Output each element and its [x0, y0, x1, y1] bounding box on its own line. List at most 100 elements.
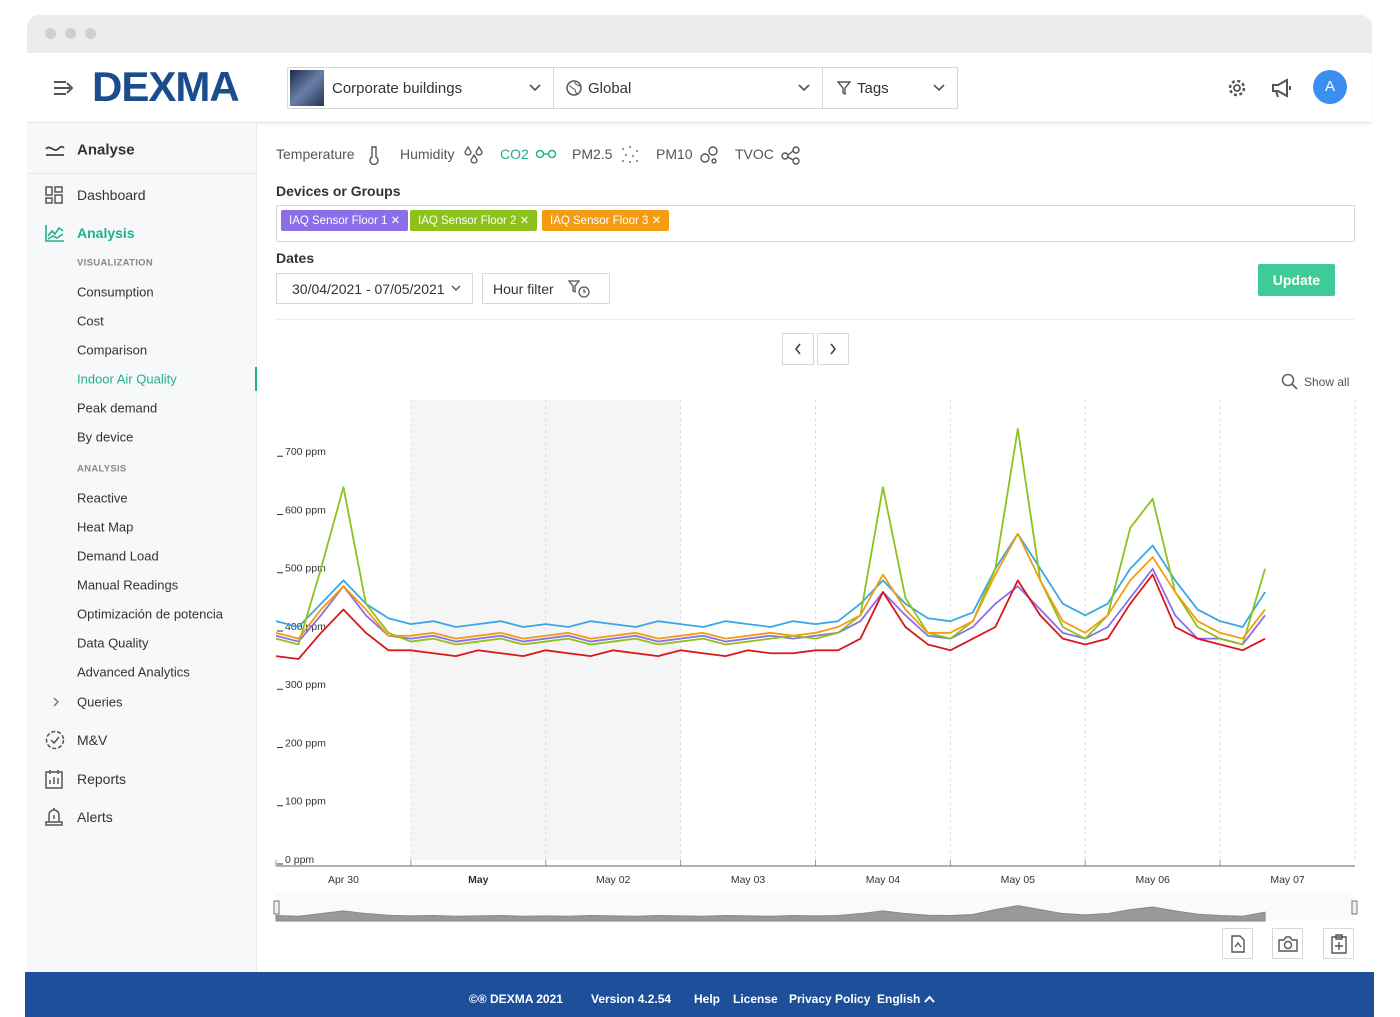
device-chip[interactable]: IAQ Sensor Floor 1 ✕ — [281, 210, 409, 231]
footer-link[interactable]: Privacy Policy — [789, 992, 871, 1006]
sidebar: Analyse Dashboard Analysis VISUALIZATION… — [27, 123, 257, 972]
tags: Tags — [857, 79, 889, 97]
nav-subitem[interactable]: Queries — [77, 694, 123, 710]
nav-subitem[interactable]: By device — [77, 429, 134, 445]
building-select[interactable]: Corporate buildings — [287, 67, 554, 109]
window-dot — [65, 28, 76, 39]
x-tick-label: May 02 — [596, 874, 631, 886]
nav-subitem[interactable]: Data Quality — [77, 635, 149, 651]
device-chip[interactable]: IAQ Sensor Floor 3 ✕ — [542, 210, 670, 231]
series-line — [275, 428, 1266, 646]
logo[interactable]: DEXMA — [92, 63, 240, 110]
x-tick-label: Apr 30 — [328, 874, 359, 886]
browser-bar — [27, 15, 1372, 53]
y-tick-label: 100 ppm — [285, 796, 326, 808]
hour-filter[interactable]: Hour filter — [482, 273, 610, 304]
show-all[interactable]: Show all — [1304, 375, 1350, 389]
scope-select[interactable]: Global — [553, 67, 823, 109]
export-pdf[interactable] — [1222, 928, 1253, 959]
nav-subitem[interactable]: Demand Load — [77, 548, 159, 564]
nav-subitem[interactable]: Heat Map — [77, 519, 134, 535]
series-line — [275, 567, 1266, 646]
y-tick-label: 0 ppm — [285, 854, 314, 866]
series-line — [275, 532, 1266, 628]
metric-tab[interactable]: PM2.5 — [572, 146, 613, 162]
y-tick-label: 300 ppm — [285, 679, 326, 691]
x-tick-label: May — [468, 874, 489, 886]
navigator-area — [275, 905, 1266, 922]
avatar[interactable]: A — [1313, 70, 1347, 104]
device-chip[interactable]: IAQ Sensor Floor 2 ✕ — [410, 210, 538, 231]
nav-heading: VISUALIZATION — [77, 257, 154, 269]
zoom-icon — [1281, 373, 1298, 390]
x-tick-label: May 06 — [1135, 874, 1170, 886]
nav-subitem[interactable]: Reactive — [77, 490, 128, 506]
y-tick-label: 400 ppm — [285, 621, 326, 633]
header: DEXMA Corporate buildings Global Tags A — [27, 53, 1372, 123]
nav-subitem[interactable]: Advanced Analytics — [77, 664, 190, 680]
footer-link[interactable]: Help — [694, 992, 721, 1006]
update-button[interactable]: Update — [1258, 264, 1335, 296]
nav-subitem[interactable]: Optimización de potencia — [77, 606, 223, 622]
nav-subitem[interactable]: Peak demand — [77, 400, 158, 416]
nav-item[interactable]: M&V — [77, 732, 108, 748]
prev-button[interactable] — [782, 333, 814, 365]
metric-tab-active[interactable]: CO2 — [500, 146, 529, 162]
nav-item[interactable]: Alerts — [77, 809, 113, 825]
next-button[interactable] — [817, 333, 849, 365]
metric-tab[interactable]: Temperature — [276, 146, 355, 162]
x-tick-label: May 07 — [1270, 874, 1305, 886]
version: Version 4.2.54 — [591, 992, 672, 1006]
nav-subitem-active[interactable]: Indoor Air Quality — [77, 371, 177, 387]
x-tick-label: May 04 — [866, 874, 901, 886]
reports-icon — [45, 770, 63, 789]
announce-icon[interactable] — [1271, 78, 1295, 98]
devices-input[interactable] — [276, 205, 1355, 242]
y-tick-label: 500 ppm — [285, 563, 326, 575]
window-dot — [45, 28, 56, 39]
nav-item[interactable]: Dashboard — [77, 187, 146, 203]
mv-icon — [45, 730, 65, 750]
chart: Apr 30 May May 02 May 03 May 04 May 05 May 06 M… — [273, 400, 1358, 922]
navigator-handle — [1351, 900, 1358, 915]
series-line — [275, 532, 1266, 640]
copyright: ©® DEXMA 2021 — [469, 992, 563, 1006]
nav-section[interactable]: Analyse — [77, 141, 135, 159]
settings-icon[interactable] — [1226, 77, 1248, 99]
nav-subitem[interactable]: Comparison — [77, 342, 148, 358]
analyse-icon — [45, 145, 65, 156]
series-line — [275, 573, 1266, 660]
screenshot[interactable] — [1272, 928, 1303, 959]
y-tick-label: 600 ppm — [285, 504, 326, 516]
analysis-icon — [45, 225, 64, 242]
dashboard-icon — [45, 186, 63, 204]
nav-subitem[interactable]: Manual Readings — [77, 577, 179, 593]
x-tick-label: May 05 — [1001, 874, 1036, 886]
clipboard[interactable] — [1323, 928, 1354, 959]
nav-subitem[interactable]: Consumption — [77, 284, 154, 300]
y-tick-label: 700 ppm — [285, 446, 326, 458]
nav-subitem[interactable]: Cost — [77, 313, 104, 329]
metric-tab[interactable]: Humidity — [400, 146, 455, 162]
dates-label: Dates — [276, 250, 315, 266]
nav-heading: ANALYSIS — [77, 463, 127, 475]
scope: Global — [588, 79, 632, 97]
footer: ©® DEXMA 2021 Version 4.2.54 Help Licens… — [25, 972, 1374, 1017]
tags-select[interactable]: Tags — [822, 67, 958, 109]
navigator-handle — [273, 900, 280, 915]
nav-item[interactable]: Reports — [77, 771, 127, 787]
x-tick-label: May 03 — [731, 874, 766, 886]
y-tick-label: 200 ppm — [285, 737, 326, 749]
alerts-icon — [45, 808, 63, 826]
expand-icon[interactable] — [52, 697, 60, 707]
nav-item-active[interactable]: Analysis — [77, 225, 135, 241]
language[interactable]: English — [877, 992, 935, 1006]
metric-tab[interactable]: TVOC — [735, 146, 774, 162]
menu-toggle[interactable] — [52, 78, 76, 98]
window-dot — [85, 28, 96, 39]
metric-tab[interactable]: PM10 — [656, 146, 693, 162]
devices-label: Devices or Groups — [276, 183, 401, 199]
date-range[interactable]: 30/04/2021 - 07/05/2021 — [276, 273, 473, 304]
footer-link[interactable]: License — [733, 992, 778, 1006]
